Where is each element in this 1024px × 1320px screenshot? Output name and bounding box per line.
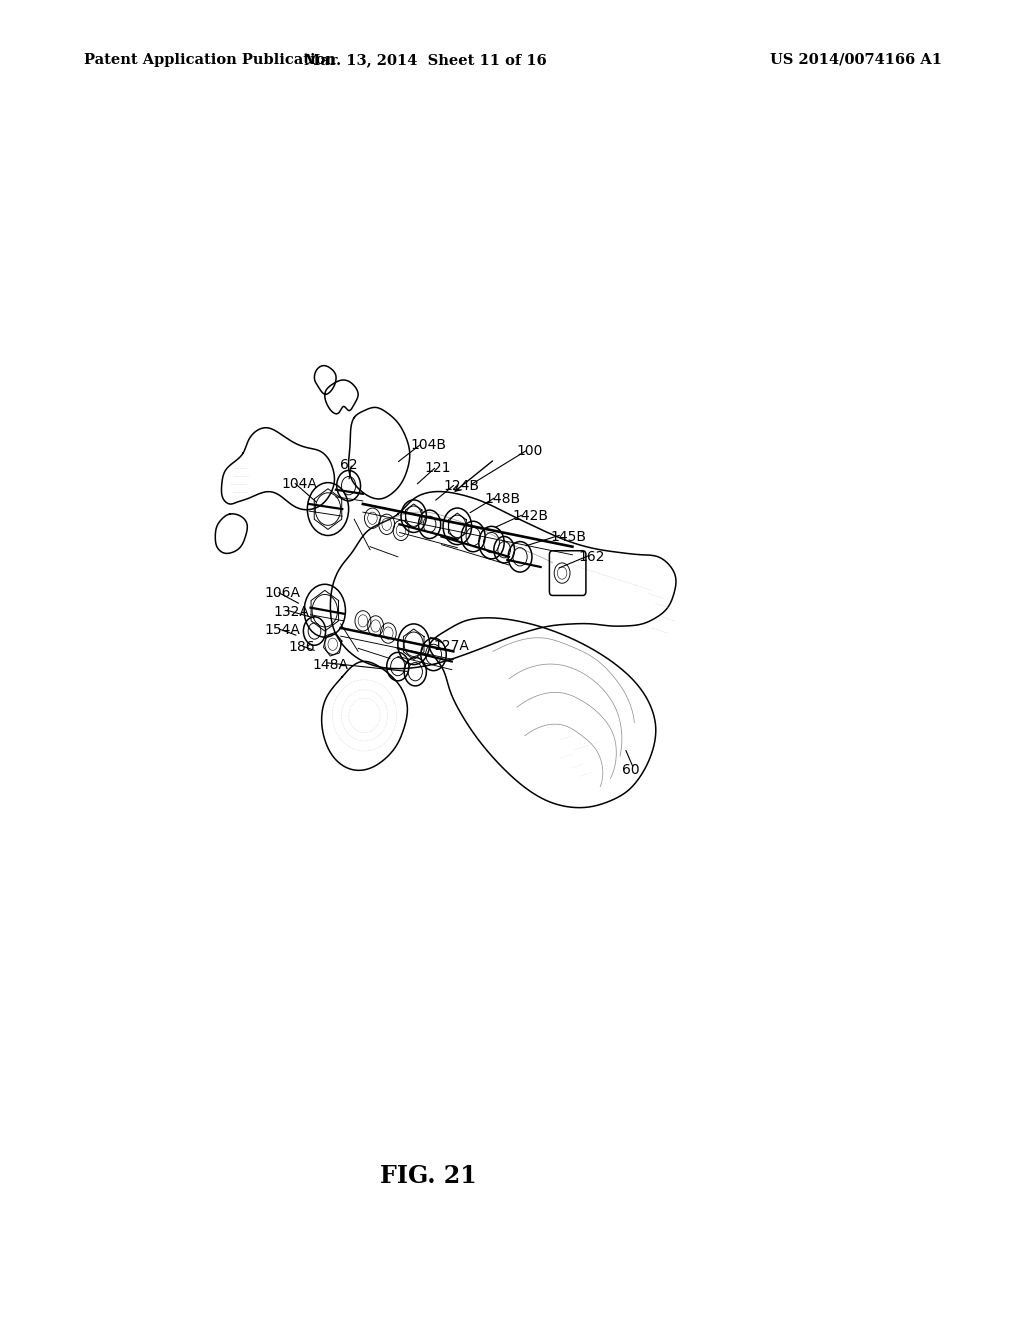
Text: 186: 186 bbox=[289, 640, 315, 655]
Text: 100: 100 bbox=[517, 444, 544, 458]
Text: 154A: 154A bbox=[264, 623, 300, 638]
Text: 145B: 145B bbox=[550, 529, 586, 544]
Text: FIG. 21: FIG. 21 bbox=[380, 1164, 476, 1188]
Text: 148A: 148A bbox=[312, 657, 348, 672]
Text: 148B: 148B bbox=[484, 492, 520, 506]
Text: 60: 60 bbox=[622, 763, 639, 777]
Text: 62: 62 bbox=[340, 458, 357, 473]
Text: 132A: 132A bbox=[273, 605, 309, 619]
Text: 162: 162 bbox=[579, 550, 605, 564]
Text: 127A: 127A bbox=[433, 639, 469, 653]
Text: Patent Application Publication: Patent Application Publication bbox=[84, 53, 336, 67]
Text: 142B: 142B bbox=[512, 510, 548, 523]
Text: 104B: 104B bbox=[411, 438, 446, 451]
Text: 104A: 104A bbox=[282, 477, 317, 491]
Text: 124B: 124B bbox=[443, 479, 480, 492]
Text: Mar. 13, 2014  Sheet 11 of 16: Mar. 13, 2014 Sheet 11 of 16 bbox=[303, 53, 547, 67]
Text: US 2014/0074166 A1: US 2014/0074166 A1 bbox=[770, 53, 942, 67]
Text: 106A: 106A bbox=[264, 586, 300, 601]
Text: 121: 121 bbox=[425, 462, 452, 475]
